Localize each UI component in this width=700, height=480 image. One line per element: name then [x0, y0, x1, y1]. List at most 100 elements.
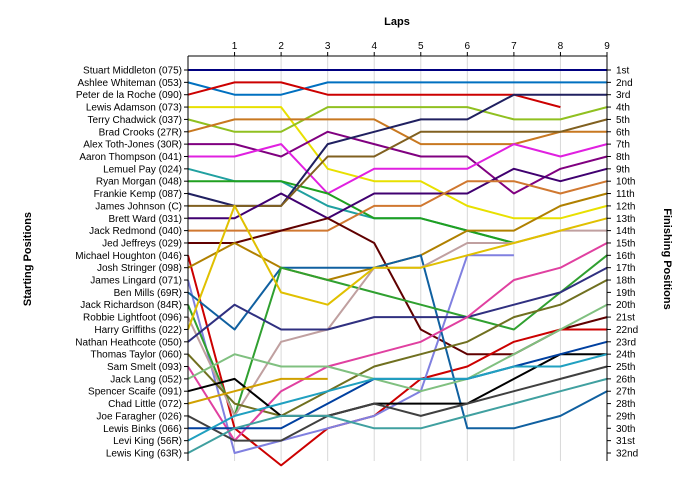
series-line — [187, 106, 608, 133]
starting-label: Lemuel Pay (024) — [103, 164, 182, 175]
series-line — [187, 242, 608, 442]
x-tick-label: 2 — [278, 41, 284, 52]
starting-label: Jack Richardson (84R) — [80, 300, 182, 311]
finishing-label: 10th — [616, 177, 635, 188]
finishing-label: 11th — [616, 189, 635, 200]
x-axis-title: Laps — [384, 16, 410, 28]
series-lines — [187, 69, 608, 467]
series-line — [187, 365, 608, 442]
starting-label: Thomas Taylor (060) — [90, 350, 182, 361]
series-line — [187, 81, 561, 109]
finishing-label: 29th — [616, 411, 635, 422]
finishing-label: 14th — [616, 226, 635, 237]
starting-label: James Lingard (071) — [90, 276, 182, 287]
starting-label: Robbie Lightfoot (096) — [83, 313, 182, 324]
series-line — [187, 266, 608, 343]
x-tick-label: 7 — [511, 41, 517, 52]
right-axis-title: Finishing Positions — [661, 208, 673, 309]
x-tick-label: 8 — [558, 41, 564, 52]
series-line — [188, 106, 608, 220]
finishing-label: 17th — [616, 263, 635, 274]
finishing-label: 15th — [616, 238, 635, 249]
finishing-label: 24th — [616, 350, 635, 361]
starting-label: Chad Little (072) — [108, 399, 182, 410]
starting-label: Lewis Binks (066) — [103, 424, 182, 435]
finishing-label: 21st — [616, 313, 635, 324]
series-line — [187, 377, 328, 405]
finishing-label: 22nd — [616, 325, 638, 336]
x-tick-label: 4 — [371, 41, 377, 52]
series-line — [187, 254, 608, 430]
left-axis-title: Starting Positions — [22, 212, 34, 306]
starting-label: Nathan Heathcote (050) — [75, 337, 182, 348]
series-line — [188, 180, 608, 232]
starting-label: Terry Chadwick (037) — [88, 115, 182, 126]
starting-label: Harry Griffiths (022) — [94, 325, 182, 336]
finishing-label: 6th — [616, 127, 630, 138]
series-line — [188, 167, 608, 220]
finishing-label: 8th — [616, 152, 630, 163]
starting-label: Lewis Adamson (073) — [86, 103, 182, 114]
x-tick-label: 9 — [604, 41, 610, 52]
finishing-label: 2nd — [616, 78, 633, 89]
finishing-label: 26th — [616, 374, 635, 385]
finishing-label: 28th — [616, 399, 635, 410]
series-line — [188, 130, 608, 195]
series-line — [188, 143, 608, 195]
starting-label: Joe Faragher (026) — [96, 411, 182, 422]
series-line — [187, 377, 608, 454]
finishing-label: 27th — [616, 387, 635, 398]
x-tick-label: 6 — [465, 41, 471, 52]
series-line — [187, 204, 608, 330]
starting-label: Jed Jeffreys (029) — [102, 238, 182, 249]
starting-label: Ben Mills (69R) — [114, 288, 182, 299]
finishing-label: 16th — [616, 251, 635, 262]
series-line — [187, 81, 607, 96]
starting-label: Jack Redmond (040) — [89, 226, 182, 237]
starting-label: Alex Toth-Jones (30R) — [83, 140, 182, 151]
x-tick-label: 1 — [232, 41, 238, 52]
finishing-label: 3rd — [616, 90, 630, 101]
axis-labels: 1 2 3 4 5 6 7 8 9 Stuart Middleton (075)Ashlee Wh… — [75, 41, 638, 460]
starting-label: Ryan Morgan (048) — [96, 177, 182, 188]
finishing-label: 31st — [616, 436, 635, 447]
starting-label: Spencer Scaife (091) — [88, 387, 182, 398]
finishing-label: 13th — [616, 214, 635, 225]
starting-label: James Johnson (C) — [95, 201, 182, 212]
starting-label: Sam Smelt (093) — [107, 362, 182, 373]
series-line — [187, 118, 607, 146]
x-tick-label: 3 — [325, 41, 331, 52]
starting-label: Aaron Thompson (041) — [79, 152, 182, 163]
finishing-label: 4th — [616, 103, 630, 114]
finishing-label: 32nd — [616, 449, 638, 460]
series-line — [187, 303, 608, 393]
starting-label: Jack Lang (052) — [110, 374, 182, 385]
finishing-label: 30th — [616, 424, 635, 435]
finishing-label: 12th — [616, 201, 635, 212]
starting-label: Brad Crooks (27R) — [99, 127, 182, 138]
series-line — [187, 353, 608, 442]
finishing-label: 20th — [616, 300, 635, 311]
starting-label: Peter de la Roche (090) — [76, 90, 182, 101]
finishing-label: 7th — [616, 140, 630, 151]
series-line — [187, 229, 607, 417]
finishing-label: 1st — [616, 66, 630, 77]
finishing-label: 19th — [616, 288, 635, 299]
starting-label: Michael Houghton (046) — [75, 251, 182, 262]
starting-label: Lewis King (63R) — [106, 449, 182, 460]
finishing-label: 5th — [616, 115, 630, 126]
starting-label: Frankie Kemp (087) — [94, 189, 182, 200]
x-tick-label: 5 — [418, 41, 424, 52]
finishing-label: 23rd — [616, 337, 636, 348]
starting-label: Ashlee Whiteman (053) — [78, 78, 183, 89]
axes — [184, 52, 611, 461]
finishing-label: 9th — [616, 164, 630, 175]
starting-label: Josh Stringer (098) — [97, 263, 182, 274]
finishing-label: 18th — [616, 276, 635, 287]
starting-label: Brett Ward (031) — [108, 214, 182, 225]
starting-label: Levi King (56R) — [113, 436, 182, 447]
finishing-label: 25th — [616, 362, 635, 373]
starting-label: Stuart Middleton (075) — [83, 66, 182, 77]
